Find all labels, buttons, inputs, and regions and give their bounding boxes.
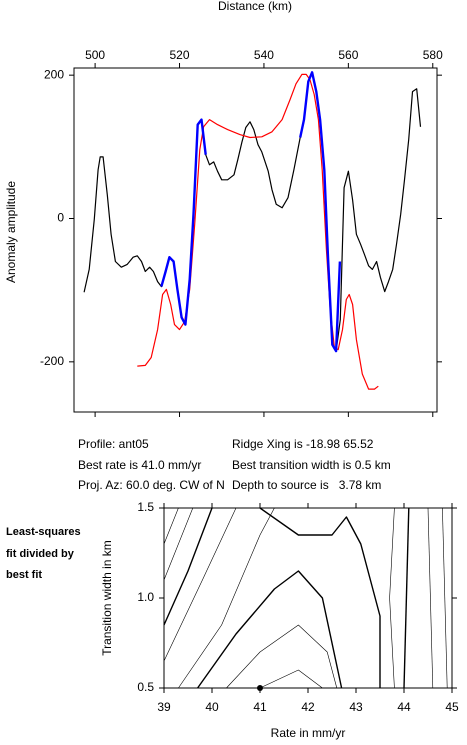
x-tick-label: 560 xyxy=(338,48,358,62)
x-axis-label: Rate in mm/yr xyxy=(271,726,346,740)
x-tick-label: 45 xyxy=(445,700,459,714)
y-axis-label: Transition width in km xyxy=(100,540,114,656)
note: best fit xyxy=(6,569,42,581)
x-tick-label: 580 xyxy=(423,48,443,62)
contour-line xyxy=(259,507,381,688)
info-text: Best rate is 41.0 mm/yr xyxy=(78,458,201,472)
contour-line xyxy=(442,507,448,689)
y-tick-label: -200 xyxy=(40,354,64,368)
y-tick-label: 1.5 xyxy=(137,500,154,514)
contour-line xyxy=(389,507,395,689)
x-tick-label: 40 xyxy=(205,700,219,714)
best-fit-point xyxy=(257,685,263,691)
info-text: Profile: ant05 xyxy=(78,437,149,451)
info-text: Proj. Az: 60.0 deg. CW of N xyxy=(78,478,225,492)
info-text: Best transition width is 0.5 km xyxy=(232,458,391,472)
note: fit divided by xyxy=(6,548,75,560)
x-tick-label: 520 xyxy=(170,48,190,62)
x-tick-label: 39 xyxy=(157,700,171,714)
contour-line xyxy=(163,507,194,581)
data-line xyxy=(83,71,422,352)
y-tick-label: 0.5 xyxy=(137,680,154,694)
note: Least-squares xyxy=(6,526,81,538)
contour-line xyxy=(197,570,343,689)
contour-line xyxy=(427,507,434,689)
info-text: Ridge Xing is -18.98 65.52 xyxy=(232,437,374,451)
contour-line xyxy=(163,507,237,662)
y-tick-label: 200 xyxy=(44,67,64,81)
y-tick-label: 0 xyxy=(57,211,64,225)
x-tick-label: 41 xyxy=(253,700,267,714)
contour-line xyxy=(163,507,179,545)
contour-line xyxy=(178,507,275,689)
x-tick-label: 540 xyxy=(254,48,274,62)
x-tick-label: 500 xyxy=(85,48,105,62)
contour-line xyxy=(403,507,410,689)
plot-frame xyxy=(73,67,438,413)
y-axis-label: Anomaly amplitude xyxy=(4,181,18,283)
contour-line xyxy=(259,669,323,689)
data-line xyxy=(137,73,379,390)
contour-line xyxy=(163,507,213,626)
x-tick-label: 43 xyxy=(349,700,363,714)
x-tick-label: 42 xyxy=(301,700,315,714)
y-tick-label: 1.0 xyxy=(137,590,154,604)
contour-line xyxy=(226,624,338,689)
data-line xyxy=(160,71,342,353)
x-axis-label: Distance (km) xyxy=(218,0,292,13)
x-tick-label: 44 xyxy=(397,700,411,714)
info-text: Depth to source is 3.78 km xyxy=(232,478,381,492)
